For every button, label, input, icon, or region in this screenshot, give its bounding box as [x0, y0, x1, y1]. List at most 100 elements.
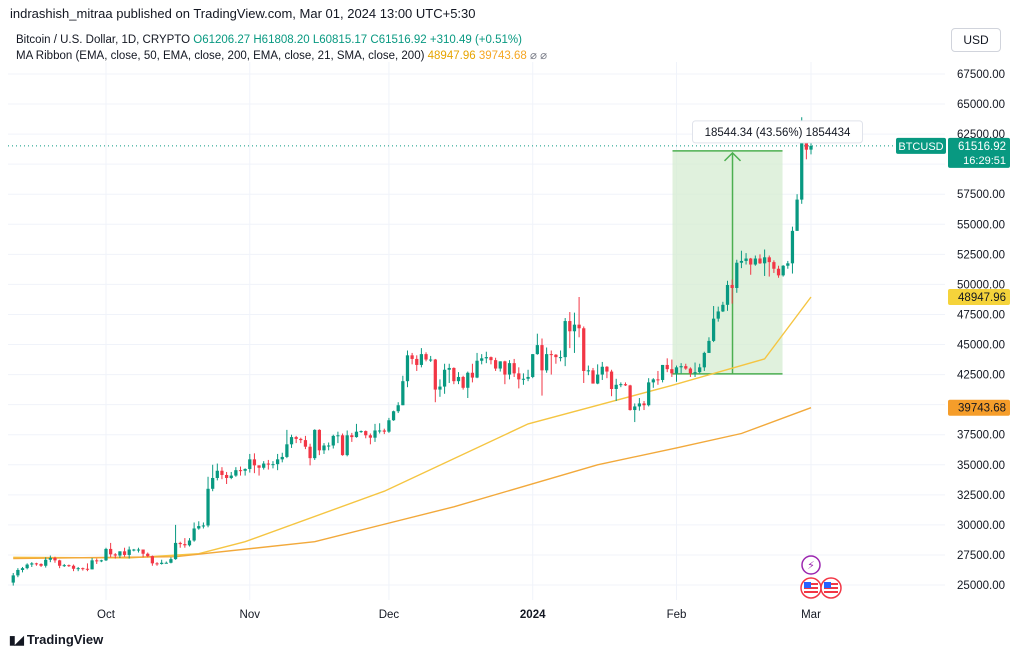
candle-down — [767, 255, 771, 277]
candle-body — [670, 369, 674, 374]
candle-down — [141, 549, 145, 558]
candle-body — [665, 364, 669, 370]
candle-up — [280, 452, 284, 463]
candle-body — [781, 265, 785, 276]
candle-body — [735, 262, 739, 288]
candle-up — [354, 423, 359, 438]
candle-up — [447, 363, 451, 383]
candle-body — [401, 381, 405, 406]
candle-body — [206, 488, 210, 526]
candle-body — [299, 438, 303, 441]
candle-up — [545, 347, 549, 373]
candle-body — [382, 430, 386, 432]
candle-up — [790, 226, 795, 274]
price-label-box — [948, 137, 1010, 168]
candle-body — [211, 477, 215, 489]
candle-up — [327, 442, 331, 451]
candle-body — [772, 262, 776, 269]
candle-up — [498, 361, 502, 372]
candle-body — [591, 370, 595, 384]
candle-body — [368, 435, 372, 438]
candle-up — [660, 364, 665, 383]
candle-up — [169, 557, 173, 564]
candle-down — [257, 465, 261, 476]
candle-up — [795, 194, 799, 231]
sma200-value-label-text: 39743.68 — [958, 403, 1006, 415]
candle-body — [535, 345, 539, 355]
candle-body — [359, 431, 363, 433]
candle-down — [224, 471, 229, 484]
y-tick-label: 47500.00 — [957, 309, 1005, 321]
chart-legend: Bitcoin / U.S. Dollar, 1D, CRYPTO O61206… — [16, 32, 547, 64]
candle-body — [57, 560, 62, 566]
candle-body — [132, 549, 136, 551]
candle-down — [294, 435, 298, 444]
flag-canton-icon — [804, 582, 811, 588]
candle-up — [30, 562, 34, 567]
candle-body — [303, 440, 308, 447]
candle-body — [308, 446, 312, 459]
candle-body — [739, 260, 744, 263]
candle-down — [85, 563, 90, 572]
candle-up — [456, 372, 461, 385]
candle-down — [81, 567, 85, 571]
candle-up — [118, 551, 122, 558]
candle-down — [688, 367, 693, 377]
candle-body — [164, 562, 168, 564]
candle-body — [512, 363, 516, 374]
candle-down — [730, 279, 734, 304]
candle-body — [178, 542, 182, 545]
candle-up — [44, 557, 48, 568]
candle-up — [201, 522, 206, 529]
candle-body — [721, 304, 725, 312]
candle-body — [262, 463, 266, 468]
candle-down — [364, 430, 368, 439]
candle-down — [605, 366, 609, 379]
legend-ribbon-name[interactable]: MA Ribbon (EMA, close, 50, EMA, close, 2… — [16, 50, 425, 62]
candle-body — [767, 257, 771, 263]
y-tick-label: 42500.00 — [957, 370, 1005, 382]
candle-down — [656, 370, 660, 385]
candle-body — [596, 374, 600, 384]
legend-visibility-icon[interactable]: ⌀ ⌀ — [529, 50, 548, 62]
candle-up — [132, 548, 136, 552]
candle-body — [192, 528, 196, 541]
candle-up — [693, 362, 697, 377]
candle-body — [396, 405, 400, 412]
candle-down — [317, 429, 321, 456]
candle-body — [350, 435, 354, 438]
candle-body — [289, 437, 294, 445]
candle-down — [382, 428, 386, 435]
candle-up — [248, 453, 252, 473]
candle-up — [507, 360, 512, 380]
candle-body — [493, 360, 498, 369]
candle-body — [109, 548, 113, 555]
candle-down — [433, 358, 437, 403]
candle-up — [173, 524, 178, 560]
candle-body — [776, 268, 781, 276]
candle-up — [331, 434, 335, 449]
candle-down — [540, 338, 544, 396]
candle-body — [531, 354, 535, 377]
symbol-label-text: BTCUSD — [898, 141, 943, 153]
candle-down — [577, 297, 581, 338]
candle-up — [702, 351, 706, 371]
candle-up — [526, 369, 530, 382]
symbol-label-box — [896, 137, 946, 154]
candle-down — [303, 435, 308, 450]
candle-up — [744, 253, 748, 265]
legend-symbol[interactable]: Bitcoin / U.S. Dollar, 1D, CRYPTO — [16, 34, 191, 46]
candle-up — [725, 280, 730, 311]
candle-body — [11, 575, 15, 583]
candle-body — [679, 366, 683, 368]
candle-down — [113, 553, 117, 559]
candle-body — [586, 370, 590, 372]
candle-body — [749, 258, 753, 265]
candle-body — [447, 367, 451, 370]
currency-button[interactable]: USD — [951, 28, 1001, 52]
candle-body — [215, 470, 219, 478]
candle-body — [498, 361, 502, 369]
candle-down — [549, 350, 553, 375]
candle-body — [280, 456, 284, 460]
